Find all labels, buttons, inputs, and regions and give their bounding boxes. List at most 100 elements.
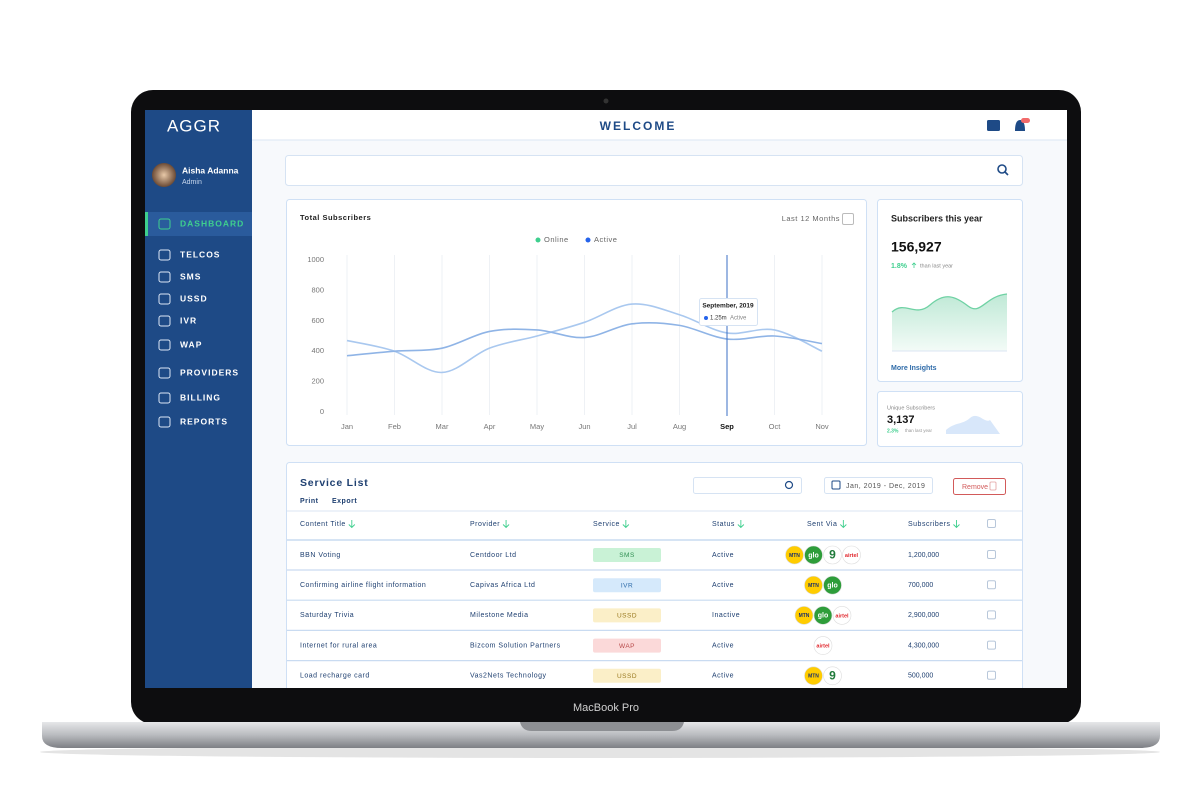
telco-logo-text: airtel [816, 644, 830, 650]
cell-provider: Centdoor Ltd [470, 552, 516, 559]
sort-arrow [737, 520, 745, 529]
service-pill [593, 638, 661, 653]
checkbox[interactable] [987, 580, 996, 590]
x-tick-label: Oct [769, 422, 782, 431]
sparkline [891, 293, 1008, 313]
column-header[interactable]: Subscribers [908, 521, 950, 528]
service-pill [593, 578, 661, 593]
y-tick-label: 400 [311, 346, 324, 355]
y-tick-label: 0 [320, 407, 324, 416]
menu-icon [158, 339, 171, 351]
menu-active-bar [145, 212, 148, 236]
chart-title: Total Subscribers [300, 213, 371, 222]
date-picker[interactable] [824, 477, 933, 494]
tooltip-value: 1.25m [710, 316, 727, 322]
cell-title: Confirming airline flight information [300, 582, 426, 589]
series-line [346, 321, 823, 357]
table-action[interactable]: Print [300, 498, 319, 505]
search-icon-handle [1004, 171, 1009, 176]
menu-icon [158, 271, 171, 283]
telco-logo-text: airtel [845, 553, 859, 559]
telco-logo [842, 545, 861, 565]
menu-icon [158, 315, 171, 327]
x-tick-label: Feb [388, 422, 401, 431]
menu-icon [158, 249, 171, 261]
cell-title: Load recharge card [300, 673, 370, 680]
telco-logo [804, 545, 823, 565]
column-header[interactable]: Sent Via [807, 521, 837, 528]
menu-item[interactable]: BILLING [180, 392, 221, 402]
range-select[interactable]: Last 12 Months [782, 214, 840, 223]
notch [520, 722, 684, 731]
chat-icon[interactable] [987, 120, 1000, 131]
range-dropdown[interactable] [842, 213, 854, 225]
telco-logo-text: MTN [789, 553, 800, 559]
camera [603, 98, 609, 104]
device-label: MacBook Pro [573, 702, 639, 714]
column-header[interactable]: Provider [470, 521, 500, 528]
remove-button[interactable] [953, 478, 1006, 495]
tooltip [699, 298, 758, 326]
cell-subscribers: 700,000 [908, 582, 933, 589]
column-header[interactable]: Content Title [300, 521, 346, 528]
menu-item[interactable]: TELCOS [180, 249, 220, 259]
column-header[interactable]: Status [712, 521, 735, 528]
stat-change: 2.3% [887, 428, 899, 434]
search-icon [997, 164, 1007, 174]
cell-status: Active [712, 582, 734, 589]
telco-logo [813, 606, 833, 625]
search-bar[interactable] [285, 155, 1023, 186]
user-name: Aisha Adanna [182, 165, 239, 175]
menu-item[interactable]: USSD [180, 293, 208, 303]
x-tick-label: Sep [720, 422, 734, 431]
checkbox[interactable] [987, 519, 996, 528]
x-tick-label: Mar [436, 422, 449, 431]
topbar [252, 110, 1067, 140]
cell-provider: Capivas Africa Ltd [470, 582, 535, 589]
x-tick-label: Nov [815, 422, 829, 431]
x-tick-label: Jun [578, 422, 590, 431]
legend-label: Online [544, 235, 569, 244]
table-search[interactable] [693, 477, 802, 494]
menu-item[interactable]: DASHBOARD [180, 218, 244, 228]
calendar-icon [831, 480, 841, 490]
stat-value: 156,927 [891, 239, 942, 255]
telco-logo-text: MTN [808, 674, 819, 680]
sort-arrow [840, 520, 847, 529]
service-pill [593, 668, 661, 683]
cell-provider: Milestone Media [470, 612, 528, 619]
cell-service: IVR [621, 582, 633, 589]
menu-icon [158, 293, 171, 305]
menu-item[interactable]: SMS [180, 271, 201, 281]
telco-logo-text: glo [827, 583, 838, 590]
menu-item[interactable]: PROVIDERS [180, 367, 239, 377]
menu-active-bg [145, 212, 252, 236]
table-action[interactable]: Export [332, 498, 357, 505]
telco-logo-text: MTN [799, 613, 810, 619]
y-tick-label: 1000 [307, 255, 324, 264]
column-header[interactable]: Service [593, 521, 620, 528]
stat-note: than last year [905, 428, 933, 433]
date-range: Jan, 2019 - Dec, 2019 [846, 483, 925, 490]
checkbox[interactable] [987, 550, 996, 559]
menu-item[interactable]: IVR [180, 315, 197, 325]
checkbox[interactable] [987, 640, 996, 650]
menu-item[interactable]: WAP [180, 339, 202, 349]
menu-icon [158, 392, 171, 404]
menu-item[interactable]: REPORTS [180, 416, 228, 426]
legend-dot [535, 237, 541, 243]
sort-arrow [348, 520, 356, 529]
tooltip-dot [704, 316, 708, 320]
cell-subscribers: 2,900,000 [908, 612, 939, 619]
chart-card [286, 199, 867, 446]
stat-change: 1.8% [891, 263, 908, 270]
checkbox[interactable] [987, 610, 996, 620]
stat-link[interactable]: More Insights [891, 365, 937, 372]
telco-logo-text: glo [818, 613, 829, 620]
telco-logo [823, 575, 842, 595]
stat-note: than last year [920, 263, 953, 269]
checkbox[interactable] [987, 670, 996, 680]
stat-card [877, 199, 1023, 382]
service-pill [593, 548, 661, 562]
